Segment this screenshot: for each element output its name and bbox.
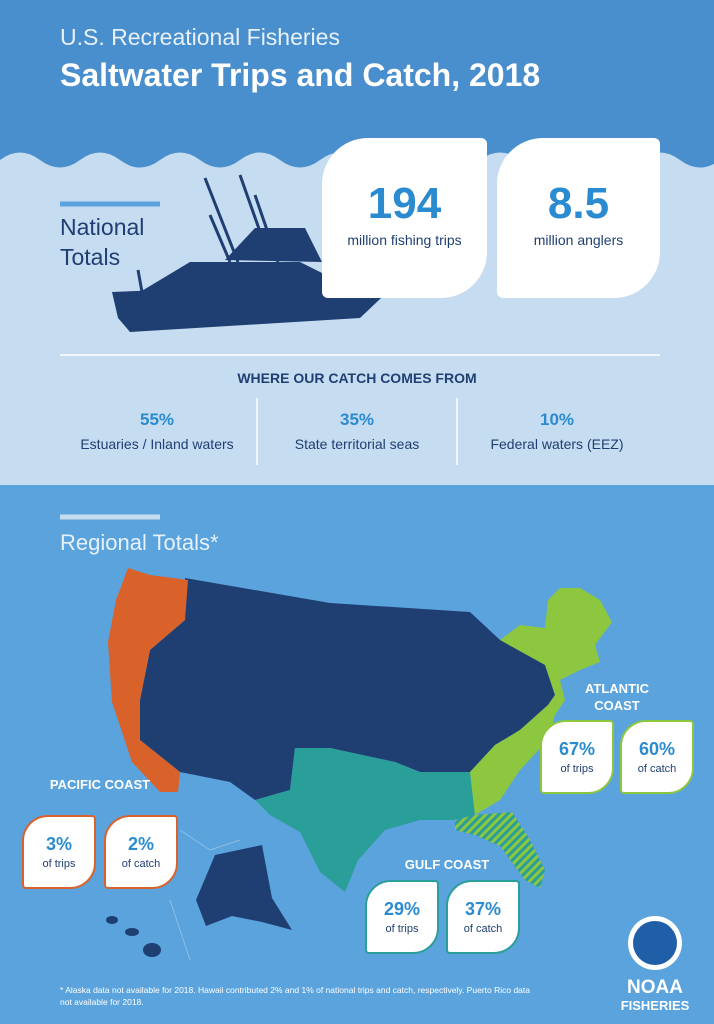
region-label: of trips xyxy=(385,923,419,935)
logo-inner xyxy=(633,921,677,965)
region-card: 67% of trips xyxy=(540,720,614,794)
region-name: PACIFIC COAST xyxy=(49,777,151,792)
region-value: 60% xyxy=(638,739,676,759)
stat-label: million anglers xyxy=(533,232,624,248)
region-card: 3% of trips xyxy=(22,815,96,889)
region-value: 37% xyxy=(464,899,502,919)
source-value: 10% xyxy=(539,410,575,429)
stat-value: 8.5 xyxy=(547,179,610,228)
section-heading: National Totals xyxy=(60,214,145,270)
region-card: 29% of trips xyxy=(365,880,439,954)
region-label: of catch xyxy=(463,923,503,935)
kicker: U.S. Recreational Fisheries xyxy=(60,24,340,50)
region-label: of catch xyxy=(637,763,677,775)
region-label: of trips xyxy=(560,763,594,775)
us-map xyxy=(106,568,612,961)
region-label: of trips xyxy=(42,858,76,870)
region-value: 67% xyxy=(558,739,596,759)
source: 35% State territorial seas xyxy=(257,410,457,452)
source-value: 55% xyxy=(139,410,175,429)
region-value: 2% xyxy=(127,834,154,854)
region-card: 37% of catch xyxy=(446,880,520,954)
region-label: of catch xyxy=(121,858,161,870)
source-label: State territorial seas xyxy=(294,436,420,452)
source-label: Federal waters (EEZ) xyxy=(490,436,624,452)
stat-label: million fishing trips xyxy=(347,232,462,248)
logo-text: FISHERIES xyxy=(620,998,690,1013)
section-heading: WHERE OUR CATCH COMES FROM xyxy=(237,370,477,386)
footnote: * Alaska data not available for 2018. Ha… xyxy=(60,985,530,1007)
stat-card: 194 million fishing trips xyxy=(322,138,487,298)
region-card: 2% of catch xyxy=(104,815,178,889)
source: 55% Estuaries / Inland waters xyxy=(57,410,257,452)
region-card: 60% of catch xyxy=(620,720,694,794)
section-heading: Regional Totals* xyxy=(60,530,219,555)
region-value: 3% xyxy=(45,834,72,854)
stat-value: 194 xyxy=(367,179,442,228)
logo-text: NOAA xyxy=(627,977,683,998)
region-name: ATLANTIC COAST xyxy=(584,681,650,713)
stat-card: 8.5 million anglers xyxy=(497,138,660,298)
boat-rods xyxy=(136,174,280,293)
source-value: 35% xyxy=(339,410,375,429)
source-label: Estuaries / Inland waters xyxy=(80,436,234,452)
source: 10% Federal waters (EEZ) xyxy=(457,410,657,452)
title: Saltwater Trips and Catch, 2018 xyxy=(60,57,541,93)
region-name: GULF COAST xyxy=(404,857,490,872)
region-value: 29% xyxy=(383,899,421,919)
